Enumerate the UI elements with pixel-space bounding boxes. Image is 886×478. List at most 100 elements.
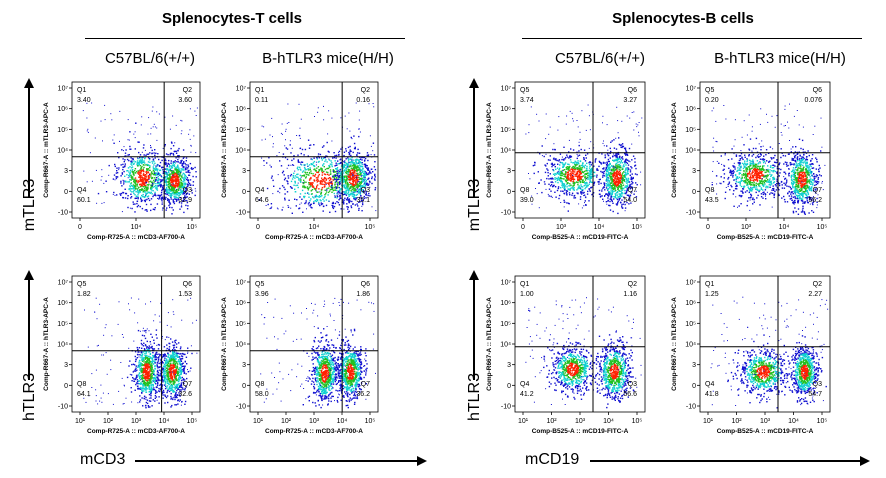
y-tick-label: -10	[686, 404, 696, 411]
quadrant-name-ur: Q2	[813, 281, 822, 288]
x-axis-title: Comp-B525-A :: mCD19-FITC-A	[532, 428, 629, 435]
x-tick-label: 10⁴	[131, 224, 142, 231]
x-axis-title: Comp-R725-A :: mCD3-AF700-A	[87, 428, 185, 435]
x-tick-label: 10⁴	[779, 224, 790, 231]
quadrant-name-lr: Q3	[361, 187, 370, 194]
x-tick-label: 0	[706, 224, 710, 231]
quadrant-value-ll: 58.0	[255, 391, 269, 398]
quadrant-name-ur: Q6	[361, 281, 370, 288]
flow-plot-3: Q5 3.74 Q6 3.27 Q8 39.0 Q7 54.0 10⁷ 10⁶ 10⁵ 10⁴ 3 0 -1…	[486, 81, 646, 241]
y-tick-label: 0	[507, 189, 511, 196]
x-tick-label: 10²	[281, 418, 292, 425]
y-tick-label: 10⁶	[235, 300, 246, 307]
x-axis-title: Comp-R725-A :: mCD3-AF700-A	[265, 234, 363, 241]
y-tick-label: 3	[692, 168, 696, 175]
quadrant-name-lr: Q7	[813, 187, 822, 194]
density-dots	[525, 104, 643, 215]
section-rule-t-cells	[85, 38, 405, 39]
y-tick-label: -10	[236, 210, 246, 217]
density-dots	[710, 296, 829, 409]
y-tick-label: 10⁴	[685, 342, 696, 349]
quadrant-value-ul: 0.20	[705, 97, 719, 104]
x-arrow-t	[135, 456, 427, 466]
y-tick-label: 0	[64, 383, 68, 390]
x-axis-title: Comp-B525-A :: mCD19-FITC-A	[717, 428, 814, 435]
y-axis-title: Comp-R667-A :: hTLR3-APC-A	[486, 297, 493, 391]
y-tick-label: 10⁴	[235, 342, 246, 349]
quadrant-name-ul: Q1	[77, 87, 86, 94]
y-tick-label: 10⁴	[685, 148, 696, 155]
quadrant-name-ul: Q5	[255, 281, 264, 288]
x-tick-label: 10³	[575, 418, 586, 425]
quadrant-name-ll: Q4	[255, 187, 264, 194]
density-dots	[83, 297, 198, 409]
y-tick-label: 0	[242, 383, 246, 390]
quadrant-value-ll: 43.5	[705, 197, 719, 204]
quadrant-value-ll: 41.2	[520, 391, 534, 398]
x-tick-label: 10⁵	[632, 224, 643, 231]
quadrant-value-ul: 3.74	[520, 97, 534, 104]
x-tick-label: 10⁴	[159, 418, 170, 425]
quadrant-value-lr: 56.6	[623, 391, 637, 398]
x-arrow-b	[590, 456, 870, 466]
y-tick-label: 10⁷	[501, 280, 512, 287]
quadrant-name-ur: Q2	[183, 87, 192, 94]
x-tick-label: 10⁵	[632, 418, 643, 425]
quadrant-value-ul: 3.40	[77, 97, 91, 104]
quadrant-value-ur: 2.27	[808, 291, 822, 298]
column-title-b-humanized: B-hTLR3 mice(H/H)	[714, 50, 846, 67]
quadrant-name-ur: Q2	[628, 281, 637, 288]
quadrant-value-lr: 35.1	[356, 197, 370, 204]
quadrant-name-ul: Q5	[705, 87, 714, 94]
y-tick-label: 3	[64, 362, 68, 369]
quadrant-name-lr: Q7	[183, 381, 192, 388]
x-tick-label: 10³	[309, 418, 320, 425]
quadrant-value-lr: 54.7	[808, 391, 822, 398]
quadrant-value-ul: 3.96	[255, 291, 269, 298]
y-tick-label: 0	[692, 383, 696, 390]
y-tick-label: 10⁴	[500, 148, 511, 155]
y-tick-label: -10	[501, 404, 511, 411]
y-tick-label: 10⁵	[235, 321, 246, 328]
section-title-b-cells: Splenocytes-B cells	[612, 10, 754, 27]
quadrant-name-lr: Q3	[813, 381, 822, 388]
y-tick-label: 10⁶	[500, 106, 511, 113]
quadrant-name-ul: Q1	[520, 281, 529, 288]
x-tick-label: 10³	[760, 418, 771, 425]
x-tick-label: 10⁵	[365, 418, 376, 425]
quadrant-value-ur: 1.53	[178, 291, 192, 298]
column-title-t-humanized: B-hTLR3 mice(H/H)	[262, 50, 394, 67]
y-tick-label: 10⁷	[236, 280, 247, 287]
y-tick-label: -10	[58, 210, 68, 217]
quadrant-value-ur: 1.86	[356, 291, 370, 298]
quadrant-name-ll: Q8	[520, 187, 529, 194]
x-tick-label: 10¹	[253, 418, 264, 425]
quadrant-value-ul: 1.82	[77, 291, 91, 298]
x-axis-title: Comp-B525-A :: mCD19-FITC-A	[532, 234, 629, 241]
y-axis-title: Comp-R667-A :: hTLR3-APC-A	[43, 297, 50, 391]
y-tick-label: 10⁵	[235, 127, 246, 134]
section-rule-b-cells	[522, 38, 862, 39]
y-tick-label: -10	[501, 210, 511, 217]
quadrant-value-lr: 32.9	[178, 197, 192, 204]
quadrant-name-ll: Q4	[705, 381, 714, 388]
density-dots	[258, 102, 377, 214]
y-arrow-t-bottom	[24, 270, 34, 380]
x-tick-label: 0	[256, 224, 260, 231]
y-tick-label: 10⁴	[235, 148, 246, 155]
y-tick-label: 10⁷	[236, 86, 247, 93]
x-tick-label: 10²	[103, 418, 114, 425]
quadrant-name-ul: Q1	[255, 87, 264, 94]
y-tick-label: 10⁷	[58, 280, 69, 287]
quadrant-value-ul: 1.00	[520, 291, 534, 298]
y-tick-label: 0	[242, 189, 246, 196]
quadrant-value-ur: 3.60	[178, 97, 192, 104]
flow-plot-5: Q5 1.82 Q6 1.53 Q8 64.1 Q7 32.6 10⁷ 10⁶ 10⁵ 10⁴ 3 0 -1…	[43, 275, 201, 435]
quadrant-value-ur: 3.27	[623, 97, 637, 104]
y-tick-label: 10⁶	[685, 106, 696, 113]
y-tick-label: 10⁶	[57, 106, 68, 113]
quadrant-value-ur: 0.076	[804, 97, 822, 104]
y-tick-label: 3	[242, 168, 246, 175]
y-tick-label: 10⁵	[57, 127, 68, 134]
